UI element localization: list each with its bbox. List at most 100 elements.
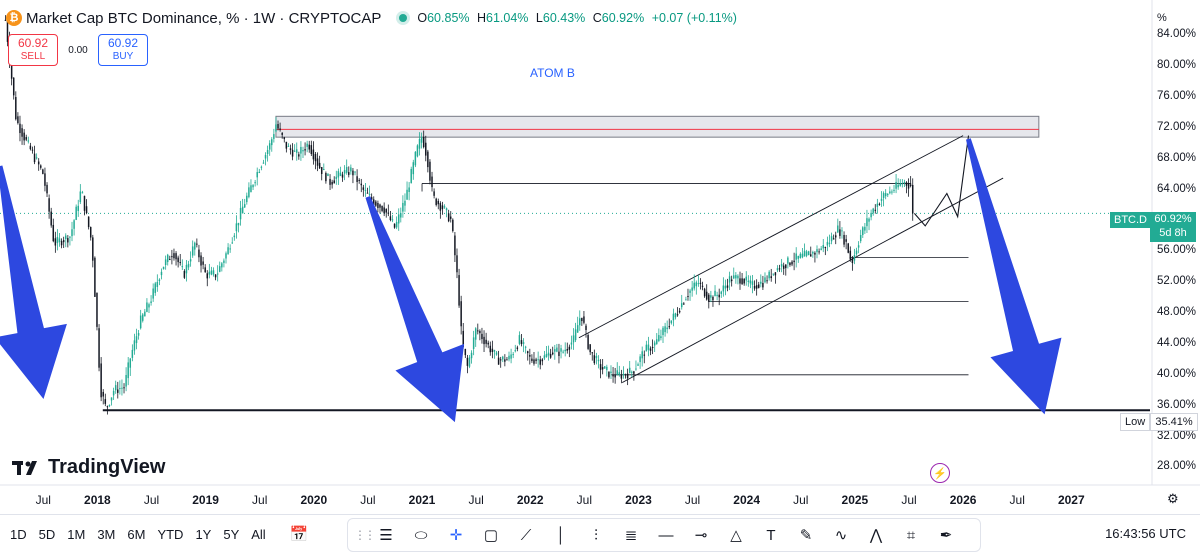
range-1m[interactable]: 1M (67, 526, 86, 542)
candle (884, 193, 887, 197)
range-1d[interactable]: 1D (10, 526, 27, 542)
range-5y[interactable]: 5Y (223, 526, 240, 542)
candle (310, 145, 313, 154)
utc-clock[interactable]: 16:43:56 UTC (1105, 526, 1186, 541)
measure-icon[interactable]: ⌗ (906, 526, 916, 544)
sell-price: 60.92 (17, 36, 49, 50)
candle (77, 205, 79, 211)
candle (741, 278, 743, 284)
candle (456, 255, 458, 273)
candle (98, 328, 100, 368)
candle (144, 311, 146, 317)
candle (427, 151, 429, 168)
candle (685, 299, 687, 301)
candle (705, 291, 708, 300)
bar-countdown: 5d 8h (1159, 227, 1187, 239)
path-icon[interactable]: ∿ (834, 527, 848, 544)
candle (229, 248, 231, 250)
range-3m[interactable]: 3M (97, 526, 116, 542)
range-5d[interactable]: 5D (38, 526, 56, 542)
x-tick-label: Jul (576, 493, 593, 507)
candle (477, 330, 479, 332)
brush-icon[interactable]: ✎ (799, 527, 813, 544)
candle (834, 235, 837, 238)
candle (678, 310, 681, 313)
lines-icon[interactable]: ☰ (379, 527, 393, 544)
candle (100, 363, 102, 398)
candle (568, 346, 571, 350)
sell-button[interactable]: 60.92 SELL (8, 34, 58, 66)
trade-panel: 60.92 SELL 0.00 60.92 BUY (8, 34, 148, 66)
crosshair-icon[interactable]: ✛ (449, 527, 463, 544)
candle (114, 385, 117, 391)
info-line-icon[interactable]: ⊸ (694, 527, 708, 544)
channel-upper-line (578, 135, 964, 339)
lightning-icon[interactable]: ⚡ (930, 463, 950, 483)
candle (489, 345, 492, 353)
horizontal-ray-icon[interactable]: — (658, 526, 674, 544)
vertical-line-icon[interactable]: │ (556, 526, 566, 544)
trend-line-icon[interactable]: ⟋ (520, 526, 532, 544)
range-6m[interactable]: 6M (127, 526, 146, 542)
candle (824, 246, 827, 248)
candle (870, 212, 872, 218)
x-tick-label: 2020 (300, 493, 328, 507)
candle (214, 274, 217, 278)
candle (849, 250, 852, 260)
candle (445, 208, 448, 211)
chart-title[interactable]: Market Cap BTC Dominance, % · 1W · CRYPT… (26, 9, 382, 27)
pen-icon[interactable]: ✒ (939, 527, 953, 544)
candle (79, 191, 82, 203)
candle (364, 190, 367, 192)
candle (304, 149, 306, 151)
y-tick-label: 36.00% (1157, 398, 1197, 411)
text-icon[interactable]: T (766, 526, 776, 544)
candle (166, 254, 169, 263)
candle (770, 276, 772, 279)
ellipse-icon[interactable]: ⬭ (414, 526, 428, 544)
candle (864, 226, 866, 231)
candle (510, 354, 512, 359)
candle (691, 287, 693, 291)
candle (631, 371, 633, 373)
candle (878, 203, 881, 205)
y-tick-label: 28.00% (1157, 460, 1197, 473)
candle (720, 291, 723, 294)
candle (441, 205, 444, 210)
candle (726, 285, 729, 288)
candle (302, 150, 304, 152)
spread-value: 0.00 (68, 44, 88, 56)
range-all[interactable]: All (251, 526, 266, 542)
candle (683, 303, 685, 305)
candle (454, 235, 456, 256)
candle (150, 301, 152, 304)
fib-icon[interactable]: ≣ (624, 527, 638, 544)
candle (404, 200, 406, 206)
x-tick-label: 2027 (1057, 493, 1085, 507)
candle (337, 171, 340, 178)
candle (260, 166, 263, 168)
chart-annotation-text[interactable]: ATOM B (530, 66, 575, 80)
rectangle-icon[interactable]: ▢ (483, 527, 499, 544)
candle (189, 259, 192, 262)
candle (560, 348, 562, 352)
pattern-icon[interactable]: ⋀ (869, 527, 883, 544)
candle (379, 204, 381, 208)
candle (408, 187, 410, 192)
drag-handle-icon[interactable]: ⋮⋮ (354, 528, 376, 542)
candle (570, 342, 573, 345)
bars-pattern-icon[interactable]: ⫶ (594, 526, 598, 544)
buy-button[interactable]: 60.92 BUY (98, 34, 148, 66)
range-ytd[interactable]: YTD (157, 526, 184, 542)
candle (599, 364, 602, 370)
candle (585, 325, 587, 330)
settings-gear-icon[interactable]: ⚙ (1167, 491, 1179, 506)
candle (485, 339, 487, 344)
triangle-pattern-icon[interactable]: △ (730, 527, 742, 544)
goto-date-icon[interactable]: 📅 (289, 526, 309, 543)
candle (181, 266, 184, 268)
candle (874, 209, 877, 211)
candle (17, 116, 19, 124)
chart-plot[interactable] (0, 0, 1200, 514)
range-1y[interactable]: 1Y (195, 526, 212, 542)
